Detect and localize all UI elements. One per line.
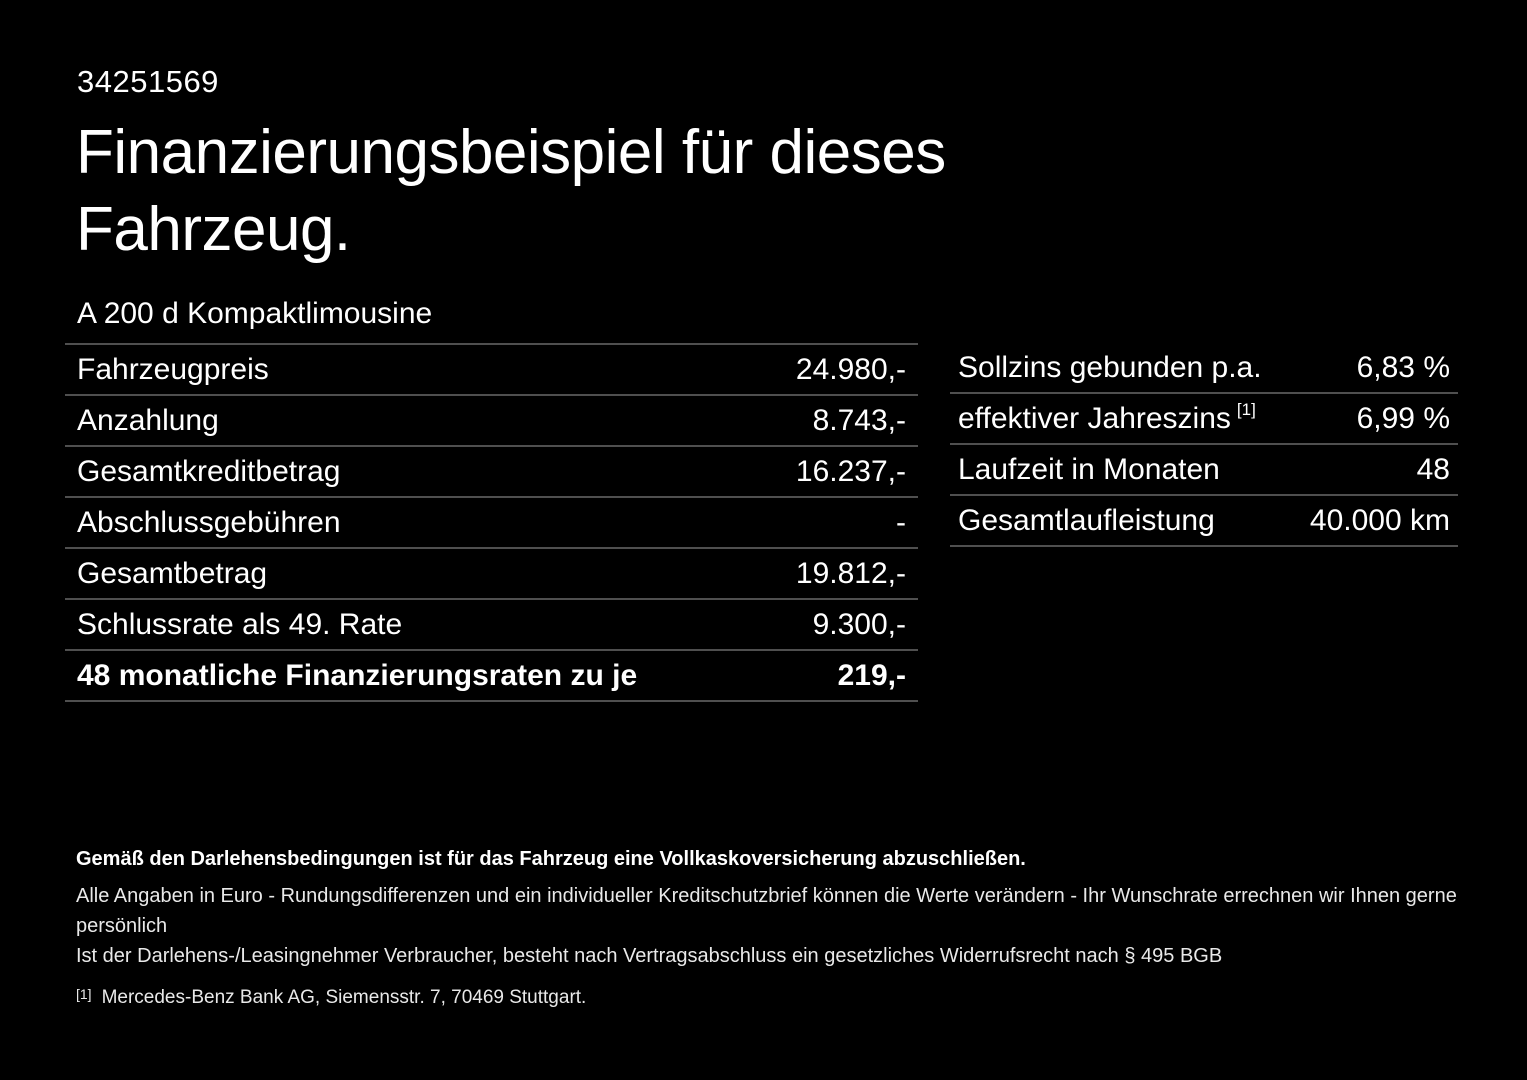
page-title-line2: Fahrzeug. [76,195,351,264]
row-label: Laufzeit in Monaten [958,452,1220,486]
page-title: Finanzierungsbeispiel für dieses Fahrzeu… [76,114,946,268]
footnote-text: Mercedes-Benz Bank AG, Siemensstr. 7, 70… [101,987,587,1008]
row-value: 19.812,- [795,556,906,590]
row-label: Fahrzeugpreis [77,352,269,386]
finance-row: Gesamtbetrag 19.812,- [65,547,918,598]
row-value: 48 [1416,452,1450,486]
row-value: 219,- [837,658,906,692]
row-label: Schlussrate als 49. Rate [77,607,403,641]
page-title-line1: Finanzierungsbeispiel für dieses [76,118,946,187]
disclaimer-line-2: Ist der Darlehens-/Leasingnehmer Verbrau… [76,945,1223,967]
conditions-row: Laufzeit in Monaten 48 [950,445,1458,496]
conditions-table: Sollzins gebunden p.a. 6,83 % effektiver J… [950,343,1458,547]
row-label: Abschlussgebühren [77,505,341,539]
vehicle-id: 34251569 [77,64,219,99]
row-value: 6,99 % [1356,401,1450,435]
row-value: - [896,505,906,539]
insurance-note: Gemäß den Darlehensbedingungen ist für d… [76,848,1026,870]
row-label: Gesamtkreditbetrag [77,454,341,488]
vehicle-model-subtitle: A 200 d Kompaktlimousine [77,297,433,330]
row-label: effektiver Jahreszins [1] [958,399,1256,435]
row-label: 48 monatliche Finanzierungsraten zu je [77,658,638,692]
footnote: [1] Mercedes-Benz Bank AG, Siemensstr. 7,… [76,986,1466,1009]
row-value: 6,83 % [1356,350,1450,384]
finance-row: 48 monatliche Finanzierungsraten zu je 21… [65,649,918,700]
finance-row: Fahrzeugpreis 24.980,- [65,343,918,394]
row-value: 9.300,- [812,607,906,641]
finance-row: Schlussrate als 49. Rate 9.300,- [65,598,918,649]
disclaimer-line-1: Alle Angaben in Euro - Rundungsdifferenz… [76,885,1457,937]
conditions-row: Sollzins gebunden p.a. 6,83 % [950,343,1458,394]
footer-disclaimer: Gemäß den Darlehensbedingungen ist für d… [76,848,1466,1009]
row-label: Gesamtbetrag [77,556,268,590]
conditions-row: Gesamtlaufleistung 40.000 km [950,496,1458,547]
row-label: Sollzins gebunden p.a. [958,350,1262,384]
row-label: Gesamtlaufleistung [958,503,1215,537]
finance-row: Abschlussgebühren - [65,496,918,547]
row-label: Anzahlung [77,403,219,437]
finance-row: Anzahlung 8.743,- [65,394,918,445]
row-value: 16.237,- [795,454,906,488]
conditions-row: effektiver Jahreszins [1] 6,99 % [950,394,1458,445]
finance-row: Gesamtkreditbetrag 16.237,- [65,445,918,496]
row-value: 40.000 km [1309,503,1450,537]
footnote-marker: [1] [76,986,92,1002]
footnote-ref: [1] [1236,399,1256,419]
row-value: 8.743,- [812,403,906,437]
row-value: 24.980,- [795,352,906,386]
finance-table: Fahrzeugpreis 24.980,- Anzahlung 8.743,- Ges… [65,343,918,702]
